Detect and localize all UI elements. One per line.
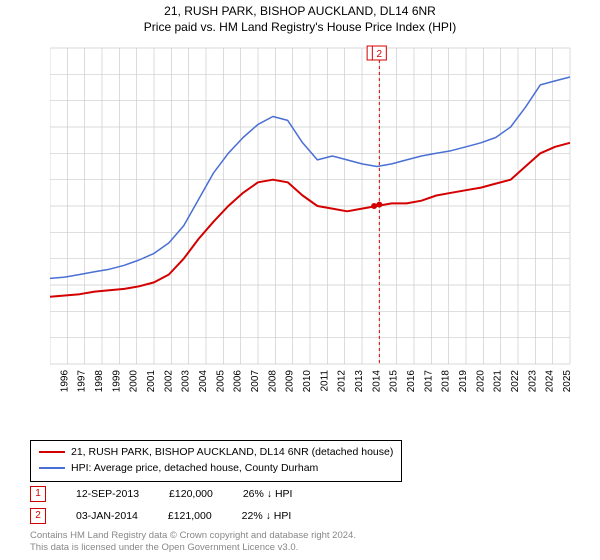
svg-text:1999: 1999 xyxy=(111,370,122,393)
svg-text:1997: 1997 xyxy=(77,370,88,393)
svg-text:2007: 2007 xyxy=(250,370,261,393)
sale-marker-icon: 1 xyxy=(30,486,46,502)
svg-text:2023: 2023 xyxy=(527,370,538,393)
price-chart: £0£20K£40K£60K£80K£100K£120K£140K£160K£1… xyxy=(50,44,580,414)
svg-text:2014: 2014 xyxy=(371,370,382,393)
legend-item-property: 21, RUSH PARK, BISHOP AUCKLAND, DL14 6NR… xyxy=(39,445,393,461)
svg-text:2015: 2015 xyxy=(389,370,400,393)
svg-text:1996: 1996 xyxy=(59,370,70,393)
svg-text:2006: 2006 xyxy=(233,370,244,393)
sale-pct: 22% ↓ HPI xyxy=(242,510,292,522)
page-subtitle: Price paid vs. HM Land Registry's House … xyxy=(0,20,600,34)
sale-price: £120,000 xyxy=(169,488,213,500)
svg-text:2003: 2003 xyxy=(181,370,192,393)
svg-text:2019: 2019 xyxy=(458,370,469,393)
legend-label: 21, RUSH PARK, BISHOP AUCKLAND, DL14 6NR… xyxy=(71,446,393,458)
svg-text:2004: 2004 xyxy=(198,370,209,393)
sale-marker-icon: 2 xyxy=(30,508,46,524)
svg-text:2008: 2008 xyxy=(267,370,278,393)
sale-price: £121,000 xyxy=(168,510,212,522)
sale-pct: 26% ↓ HPI xyxy=(243,488,293,500)
svg-text:2005: 2005 xyxy=(215,370,226,393)
legend: 21, RUSH PARK, BISHOP AUCKLAND, DL14 6NR… xyxy=(30,440,402,482)
footer-attribution: Contains HM Land Registry data © Crown c… xyxy=(30,530,356,555)
legend-label: HPI: Average price, detached house, Coun… xyxy=(71,462,318,474)
svg-text:2018: 2018 xyxy=(441,370,452,393)
svg-text:2013: 2013 xyxy=(354,370,365,393)
svg-text:1995: 1995 xyxy=(50,370,53,393)
svg-text:2: 2 xyxy=(377,49,383,60)
svg-text:2000: 2000 xyxy=(129,370,140,393)
svg-text:2009: 2009 xyxy=(285,370,296,393)
svg-text:1998: 1998 xyxy=(94,370,105,393)
sale-row: 2 03-JAN-2014 £121,000 22% ↓ HPI xyxy=(30,508,291,524)
legend-item-hpi: HPI: Average price, detached house, Coun… xyxy=(39,461,393,477)
svg-text:2016: 2016 xyxy=(406,370,417,393)
svg-text:2012: 2012 xyxy=(337,370,348,393)
svg-text:2021: 2021 xyxy=(493,370,504,393)
svg-text:2024: 2024 xyxy=(545,370,556,393)
sale-row: 1 12-SEP-2013 £120,000 26% ↓ HPI xyxy=(30,486,292,502)
svg-text:2017: 2017 xyxy=(423,370,434,393)
sale-date: 12-SEP-2013 xyxy=(76,488,139,500)
svg-text:2022: 2022 xyxy=(510,370,521,393)
svg-text:2011: 2011 xyxy=(319,370,330,392)
svg-text:2002: 2002 xyxy=(163,370,174,393)
page-title: 21, RUSH PARK, BISHOP AUCKLAND, DL14 6NR xyxy=(0,4,600,18)
svg-text:2010: 2010 xyxy=(302,370,313,393)
svg-text:2025: 2025 xyxy=(562,370,573,393)
svg-text:2020: 2020 xyxy=(475,370,486,393)
svg-text:2001: 2001 xyxy=(146,370,157,393)
sale-date: 03-JAN-2014 xyxy=(76,510,138,522)
